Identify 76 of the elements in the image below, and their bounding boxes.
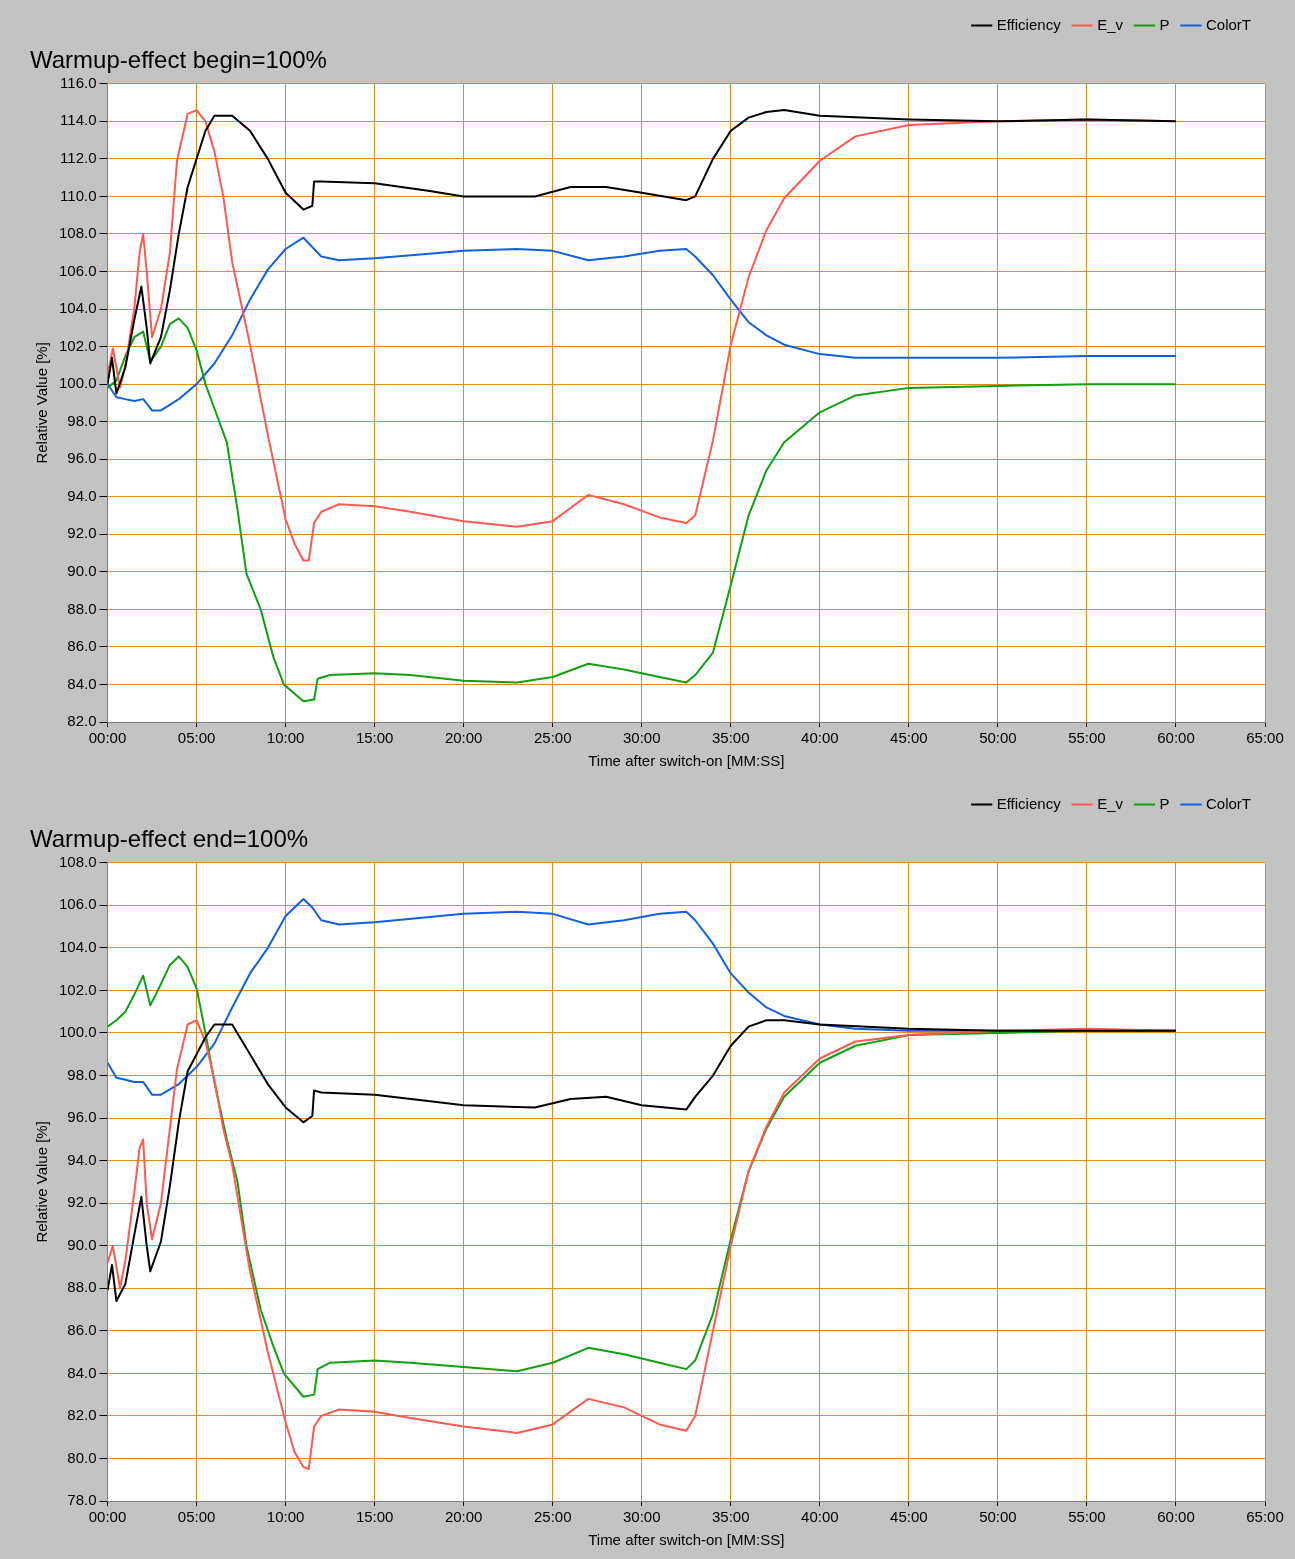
y-tick-label: 98.0 — [67, 1065, 97, 1083]
y-tick-label: 100.0 — [58, 1023, 97, 1041]
y-tick-label: 84.0 — [67, 674, 97, 692]
x-tick-label: 10:00 — [266, 729, 305, 747]
legend-label: Efficiency — [996, 794, 1062, 812]
x-tick-label: 40:00 — [801, 729, 839, 747]
legend-label: E_v — [1097, 15, 1124, 33]
x-tick-label: 30:00 — [622, 1508, 661, 1526]
y-tick-label: 94.0 — [67, 1150, 97, 1168]
x-tick-label: 25:00 — [533, 729, 572, 747]
y-tick-label: 84.0 — [67, 1363, 97, 1381]
x-tick-label: 00:00 — [88, 729, 127, 747]
chart-title: Warmup-effect end=100% — [30, 825, 309, 853]
x-axis-title: Time after switch-on [MM:SS] — [588, 1531, 785, 1549]
y-tick-label: 110.0 — [60, 186, 97, 204]
x-tick-label: 15:00 — [355, 729, 394, 747]
x-tick-label: 60:00 — [1157, 729, 1195, 747]
y-tick-label: 108.0 — [58, 224, 97, 242]
chart-title: Warmup-effect begin=100% — [30, 46, 327, 74]
y-tick-label: 88.0 — [67, 1278, 97, 1296]
x-tick-label: 20:00 — [444, 1508, 483, 1526]
x-tick-label: 35:00 — [712, 1508, 750, 1526]
y-tick-label: 106.0 — [58, 895, 97, 913]
y-tick-label: 78.0 — [67, 1491, 97, 1509]
y-tick-label: 116.0 — [60, 73, 97, 91]
y-tick-label: 100.0 — [58, 374, 97, 392]
x-tick-label: 30:00 — [622, 729, 661, 747]
y-axis-title: Relative Value [%] — [33, 342, 51, 464]
x-tick-label: 05:00 — [177, 1508, 216, 1526]
x-tick-label: 25:00 — [533, 1508, 572, 1526]
y-tick-label: 106.0 — [58, 261, 97, 279]
y-tick-label: 112.0 — [60, 149, 97, 167]
x-tick-label: 35:00 — [712, 729, 750, 747]
y-tick-label: 94.0 — [67, 486, 97, 504]
x-tick-label: 65:00 — [1246, 729, 1284, 747]
x-tick-label: 50:00 — [979, 729, 1017, 747]
legend-label: P — [1159, 794, 1170, 812]
x-tick-label: 55:00 — [1068, 729, 1106, 747]
x-tick-label: 50:00 — [979, 1508, 1017, 1526]
y-tick-label: 104.0 — [58, 938, 97, 956]
y-tick-label: 90.0 — [67, 561, 97, 579]
x-tick-label: 20:00 — [444, 729, 483, 747]
x-tick-label: 45:00 — [890, 1508, 928, 1526]
y-tick-label: 90.0 — [67, 1235, 97, 1253]
legend-label: ColorT — [1205, 794, 1252, 812]
x-tick-label: 15:00 — [355, 1508, 394, 1526]
x-tick-label: 60:00 — [1157, 1508, 1195, 1526]
y-tick-label: 96.0 — [67, 1108, 97, 1126]
y-tick-label: 98.0 — [67, 411, 97, 429]
x-tick-label: 00:00 — [88, 1508, 127, 1526]
x-tick-label: 45:00 — [890, 729, 928, 747]
x-tick-label: 55:00 — [1068, 1508, 1106, 1526]
y-tick-label: 102.0 — [58, 980, 97, 998]
y-tick-label: 92.0 — [67, 524, 97, 542]
x-axis-title: Time after switch-on [MM:SS] — [588, 752, 785, 770]
y-tick-label: 82.0 — [67, 712, 97, 730]
x-tick-label: 65:00 — [1246, 1508, 1284, 1526]
y-tick-label: 86.0 — [67, 1320, 97, 1338]
legend-label: Efficiency — [996, 15, 1062, 33]
y-axis-title: Relative Value [%] — [33, 1121, 51, 1243]
x-tick-label: 05:00 — [177, 729, 216, 747]
y-tick-label: 104.0 — [58, 299, 97, 317]
y-tick-label: 92.0 — [67, 1193, 97, 1211]
x-tick-label: 10:00 — [266, 1508, 305, 1526]
y-tick-label: 82.0 — [67, 1406, 97, 1424]
y-tick-label: 102.0 — [58, 336, 97, 354]
y-tick-label: 86.0 — [67, 637, 97, 655]
y-tick-label: 108.0 — [58, 852, 97, 870]
y-tick-label: 114.0 — [60, 111, 97, 129]
x-tick-label: 40:00 — [801, 1508, 839, 1526]
y-tick-label: 88.0 — [67, 599, 97, 617]
legend-label: E_v — [1097, 794, 1124, 812]
y-tick-label: 96.0 — [67, 449, 97, 467]
legend-label: P — [1159, 15, 1170, 33]
legend-label: ColorT — [1205, 15, 1252, 33]
y-tick-label: 80.0 — [67, 1448, 97, 1466]
